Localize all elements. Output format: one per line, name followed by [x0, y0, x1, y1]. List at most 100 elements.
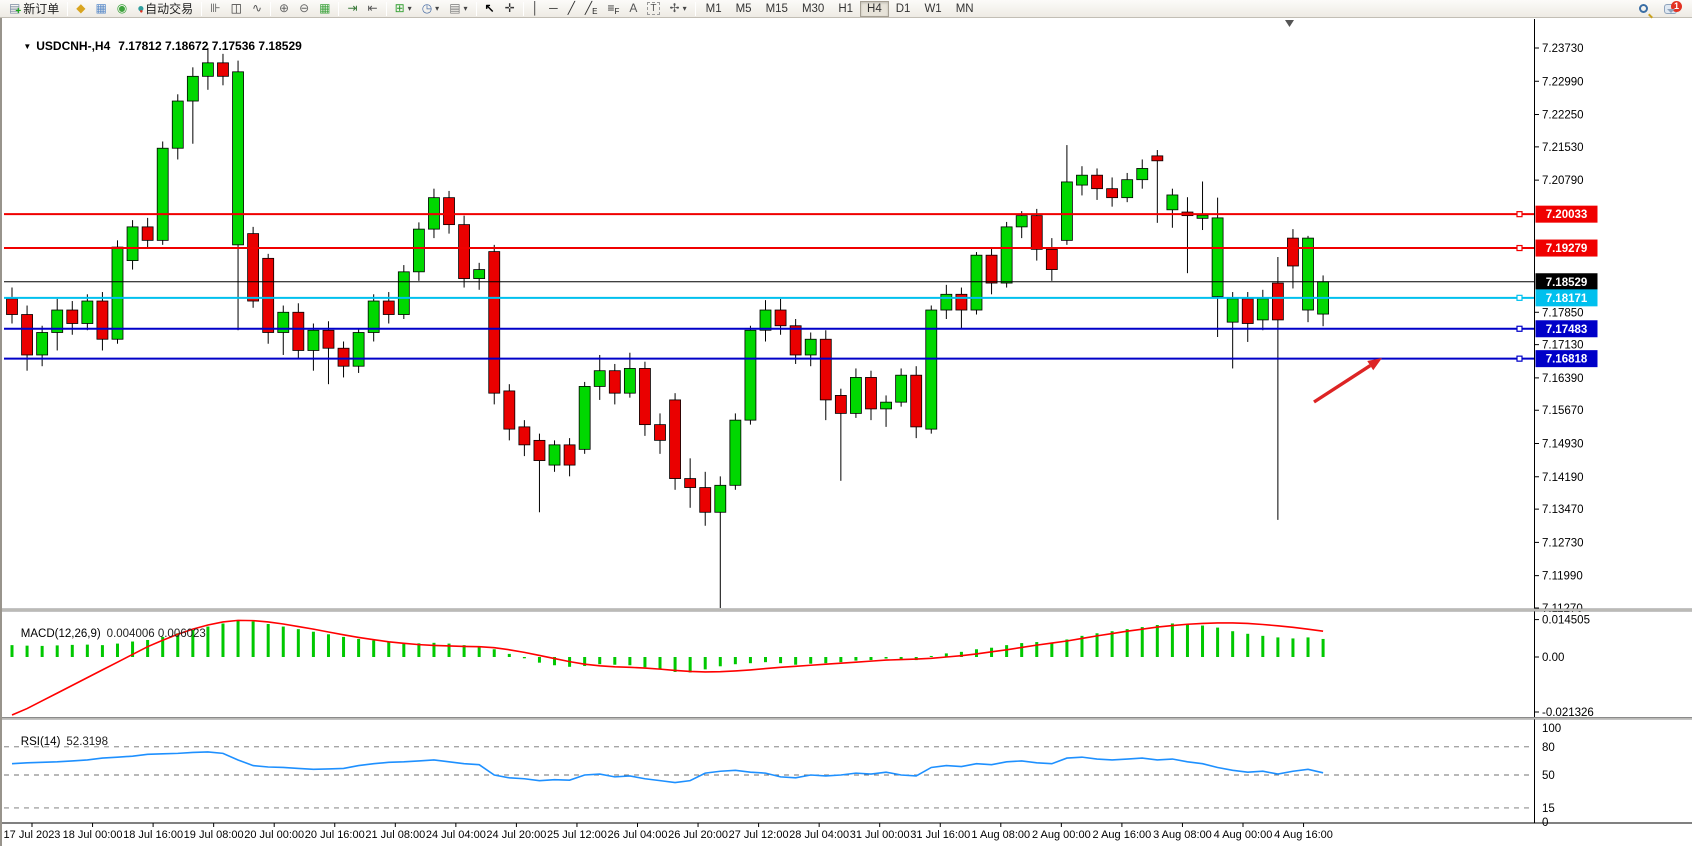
chart-canvas[interactable]: 7.23730 7.22990 7.22250 7.21530 7.20790 7.178… — [2, 18, 1692, 846]
bear-candle — [322, 329, 335, 349]
notifications-button[interactable]: 1 — [1655, 0, 1688, 17]
alerts-button[interactable]: ◉ — [112, 0, 132, 17]
price-axis: 7.23730 7.22990 7.22250 7.21530 7.20790 7.178… — [1534, 19, 1598, 823]
line-handle[interactable] — [1516, 325, 1523, 332]
timeframe-M1[interactable]: M1 — [705, 2, 722, 15]
search-button[interactable] — [1634, 0, 1655, 17]
price-flag-7.16818 — [1535, 350, 1598, 368]
price-flag-7.18171 — [1535, 289, 1598, 307]
alerts-icon: ◉ — [116, 1, 128, 15]
macd-bar — [146, 639, 150, 657]
chart-shift-button[interactable]: ⇤ — [363, 0, 383, 17]
timeframe-M30[interactable]: M30 — [801, 2, 825, 15]
plus-icon: + — [15, 5, 22, 17]
timeframe-H1[interactable]: H1 — [838, 2, 854, 15]
fibonacci-sub-label: F — [614, 7, 620, 16]
macd-bar — [236, 620, 240, 657]
macd-bar — [100, 645, 104, 657]
price-tick-label: 7.17130 — [1542, 340, 1584, 352]
auto-scroll-icon: ⇥ — [347, 1, 358, 15]
time-tick-label: 1 Aug 08:00 — [971, 829, 1030, 841]
zoom-in-button[interactable]: ⊕ — [274, 0, 294, 17]
add-indicator-button[interactable]: ⊞ ▾ — [390, 0, 417, 17]
chart-window[interactable]: 7.23730 7.22990 7.22250 7.21530 7.20790 7.178… — [0, 18, 1692, 846]
arrow-annotation[interactable] — [1313, 358, 1382, 404]
timeframe-MN[interactable]: MN — [955, 2, 974, 15]
macd-bar — [1050, 642, 1054, 657]
macd-bar — [55, 645, 59, 657]
autotrading-button[interactable]: ● ● 自动交易 — [132, 0, 198, 17]
timeframe-W1[interactable]: W1 — [924, 2, 942, 15]
line-handle[interactable] — [1516, 244, 1523, 252]
fibonacci-button[interactable]: ≡ F — [603, 0, 625, 17]
rsi-tick-label: 50 — [1542, 770, 1555, 782]
chart-plot-area[interactable] — [2, 18, 1692, 846]
macd-bar — [1110, 631, 1114, 657]
macd-bar — [161, 636, 165, 657]
macd-bar — [1140, 627, 1144, 657]
macd-bar — [613, 657, 617, 665]
price-tick-label: 7.21530 — [1542, 142, 1584, 154]
line-handle[interactable] — [1516, 211, 1523, 218]
time-tick-label: 2 Aug 00:00 — [1032, 829, 1091, 841]
candlestick-chart-button[interactable]: ◫ — [226, 0, 247, 17]
bull-candle — [367, 300, 380, 333]
macd-bar — [1216, 627, 1220, 657]
macd-bar — [839, 657, 843, 663]
line-handle[interactable] — [1516, 294, 1523, 301]
macd-bar — [281, 626, 285, 657]
shapes-button[interactable]: ✢ ▾ — [665, 0, 692, 17]
line-chart-button[interactable]: ∿ — [247, 0, 267, 17]
zoom-out-button[interactable]: ⊖ — [294, 0, 314, 17]
macd-bar — [1065, 639, 1069, 657]
time-axis: 17 Jul 2023 18 Jul 00:00 18 Jul 16:00 19 Ju… — [2, 822, 1692, 841]
horizontal-line-button[interactable]: ─ — [544, 0, 563, 17]
chart-title: ▼ USDCNH-,H4 7.17812 7.18672 7.17536 7.185… — [10, 25, 301, 67]
panel-splitter[interactable] — [2, 609, 1692, 611]
vertical-line-button[interactable]: │ — [527, 0, 545, 17]
time-tick-label: 24 Jul 04:00 — [426, 829, 486, 841]
bull-candle — [1226, 298, 1239, 323]
bear-candle — [608, 370, 621, 394]
time-tick-label: 3 Aug 08:00 — [1153, 829, 1212, 841]
bull-candle — [895, 374, 908, 403]
macd-bar — [537, 657, 541, 663]
text-label-button[interactable]: T — [642, 0, 664, 17]
crosshair-button[interactable]: ✛ — [500, 0, 520, 17]
text-button[interactable]: A — [624, 0, 642, 17]
bear-candle — [654, 424, 666, 441]
timeframe-D1[interactable]: D1 — [895, 2, 911, 15]
add-indicator-icon: ⊞ — [394, 1, 405, 15]
price-flag-label: 7.18171 — [1546, 293, 1588, 305]
time-tick-label: 24 Jul 20:00 — [486, 829, 546, 841]
macd-bar — [688, 657, 692, 673]
timeframe-M5[interactable]: M5 — [735, 2, 752, 15]
cursor-button[interactable]: ↖ — [480, 0, 500, 17]
bull-candle — [307, 329, 320, 351]
chevron-down-icon: ▾ — [463, 4, 468, 13]
line-handle[interactable] — [1516, 355, 1523, 362]
periods-button[interactable]: ◷ ▾ — [417, 0, 445, 17]
price-flag-label: 7.19279 — [1546, 243, 1588, 255]
timeframe-M15[interactable]: M15 — [765, 2, 788, 15]
new-order-button[interactable]: ▤ + 新订单 — [4, 0, 64, 17]
macd-bar — [357, 638, 361, 657]
styles-button[interactable]: ◆ — [71, 0, 90, 17]
bar-chart-button[interactable]: ⊪ — [205, 0, 225, 17]
time-tick-label: 18 Jul 16:00 — [123, 829, 183, 841]
tile-windows-button[interactable]: ▦ — [314, 0, 335, 17]
templates-button[interactable]: ▤ ▾ — [444, 0, 472, 17]
time-tick-label: 26 Jul 04:00 — [608, 829, 668, 841]
chart-shift-icon: ⇤ — [367, 1, 378, 15]
trendline-button[interactable]: ╱ — [563, 0, 580, 17]
equidistant-channel-button[interactable]: ╱ E — [580, 0, 603, 17]
panel-splitter[interactable] — [2, 717, 1692, 720]
chart-shift-marker[interactable] — [1285, 20, 1294, 27]
macd-bar — [824, 657, 828, 664]
macd-bar — [628, 657, 632, 666]
charts-window-button[interactable]: ▦ — [90, 0, 111, 17]
auto-scroll-button[interactable]: ⇥ — [342, 0, 362, 17]
macd-bar — [884, 657, 888, 659]
timeframe-H4[interactable]: H4 — [860, 0, 889, 17]
chart-dropdown-icon[interactable]: ▼ — [23, 42, 32, 51]
